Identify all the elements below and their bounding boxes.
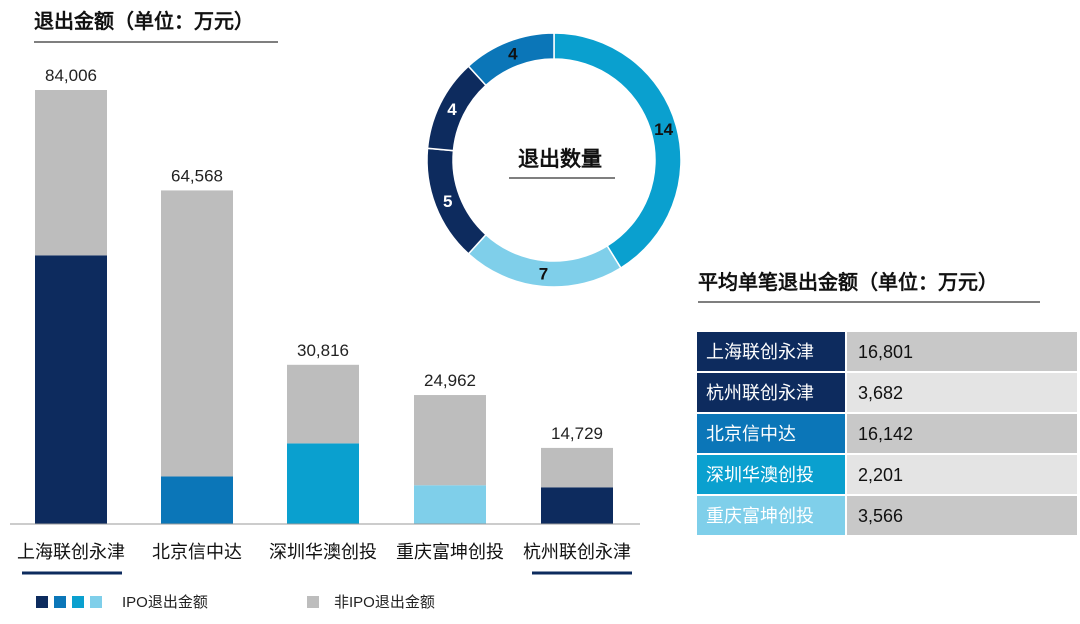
table-row-name: 北京信中达 <box>706 424 796 444</box>
table-row-value: 16,142 <box>858 424 913 444</box>
bar-total-label: 24,962 <box>424 371 476 390</box>
legend-ipo-label: IPO退出金额 <box>122 594 208 611</box>
table-row-value: 16,801 <box>858 342 913 362</box>
bar-total-label: 14,729 <box>551 424 603 443</box>
bar-ipo <box>541 487 613 524</box>
table-row-value: 3,682 <box>858 383 903 403</box>
donut-slice-label: 5 <box>443 192 452 211</box>
bar-ipo <box>35 255 107 524</box>
bar-ipo <box>414 485 486 524</box>
table-row-name-cell <box>697 332 845 371</box>
category-label: 深圳华澳创投 <box>269 542 377 562</box>
donut-chart: 14 7 5 4 4 <box>426 32 682 288</box>
table-row-name-cell <box>697 496 845 535</box>
donut-slice-label: 4 <box>447 100 457 119</box>
legend-swatch-ipo-2 <box>54 596 66 608</box>
category-label: 重庆富坤创投 <box>396 542 504 562</box>
donut-slice <box>426 65 488 152</box>
table-title: 平均单笔退出金额（单位：万元） <box>698 270 998 294</box>
table-row-name: 上海联创永津 <box>706 342 814 362</box>
legend-swatch-ipo-3 <box>72 596 84 608</box>
legend-swatch-non-ipo <box>307 596 319 608</box>
table-row-name-cell <box>697 414 845 453</box>
donut-title: 退出数量 <box>518 148 602 171</box>
bar-total-label: 84,006 <box>45 66 97 85</box>
donut-slice <box>467 32 555 87</box>
legend-swatch-ipo-4 <box>90 596 102 608</box>
legend: IPO退出金额 非IPO退出金额 <box>36 594 435 611</box>
table-row-value-cell <box>847 332 1077 371</box>
donut-slice-label: 4 <box>508 45 518 64</box>
avg-exit-table: 上海联创永津 16,801 杭州联创永津 3,682 北京信中达 16,142 深圳华澳创投… <box>697 332 1077 535</box>
bar-total-label: 30,816 <box>297 341 349 360</box>
table-row-name-cell <box>697 455 845 494</box>
bar-non-ipo <box>161 190 233 477</box>
bar-non-ipo <box>287 364 359 444</box>
bar-non-ipo <box>541 447 613 488</box>
bar-chart-title: 退出金额（单位：万元） <box>34 9 254 33</box>
bar-ipo <box>161 476 233 524</box>
table-row-value-cell <box>847 414 1077 453</box>
table-row-value: 2,201 <box>858 465 903 485</box>
category-label: 上海联创永津 <box>17 542 125 562</box>
table-row-value-cell <box>847 373 1077 412</box>
table-row-name: 杭州联创永津 <box>706 383 814 403</box>
table-row-name-cell <box>697 373 845 412</box>
table-row-value-cell <box>847 455 1077 494</box>
bar-total-label: 64,568 <box>171 166 223 185</box>
table-row-value: 3,566 <box>858 506 903 526</box>
category-label: 北京信中达 <box>152 542 242 562</box>
table-row-name: 深圳华澳创投 <box>706 465 814 485</box>
legend-non-ipo-label: 非IPO退出金额 <box>334 594 435 611</box>
table-row-value-cell <box>847 496 1077 535</box>
bar-ipo <box>287 443 359 524</box>
donut-slice-label: 7 <box>539 265 548 284</box>
legend-swatch-ipo-1 <box>36 596 48 608</box>
category-label-group: 上海联创永津 北京信中达 深圳华澳创投 重庆富坤创投 杭州联创永津 <box>17 542 631 562</box>
bar-non-ipo <box>35 90 107 256</box>
category-label: 杭州联创永津 <box>523 542 631 562</box>
bar-group: 84,006 64,568 30,816 24,962 14,729 <box>35 66 613 524</box>
donut-slice <box>426 147 488 255</box>
table-row-name: 重庆富坤创投 <box>706 506 814 526</box>
bar-non-ipo <box>414 395 486 486</box>
donut-slice-label: 14 <box>654 120 673 139</box>
